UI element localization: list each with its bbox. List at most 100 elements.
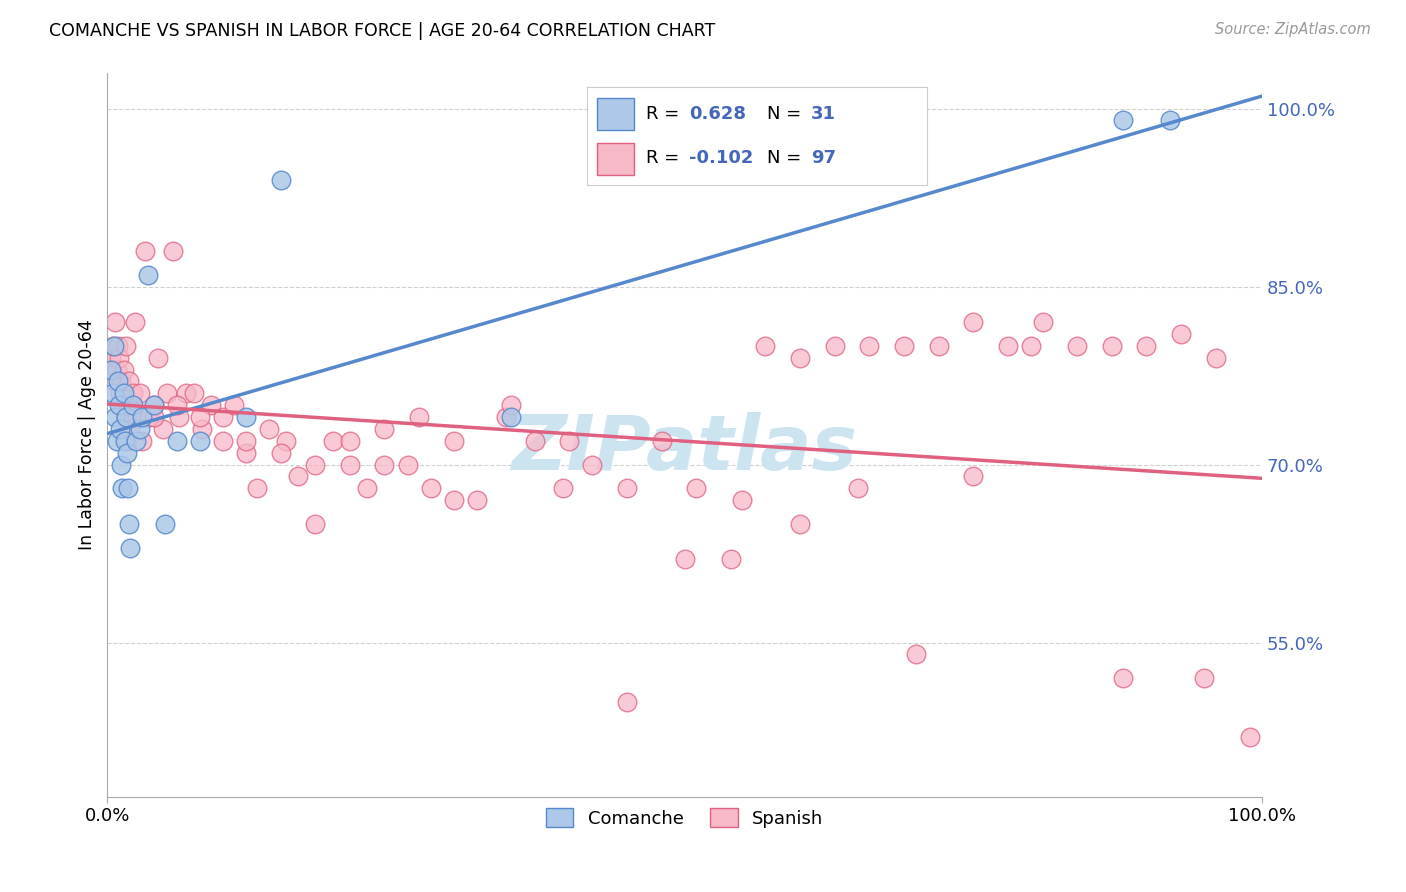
Point: [1112, 113, 1135, 128]
Point: [276, 434, 298, 448]
Point: [304, 516, 326, 531]
Point: [101, 362, 124, 376]
Point: [235, 445, 257, 459]
Point: [270, 445, 292, 459]
Point: [501, 398, 523, 412]
Point: [1192, 671, 1215, 685]
Point: [893, 339, 915, 353]
Point: [1031, 315, 1053, 329]
Point: [523, 434, 546, 448]
Point: [235, 410, 257, 425]
Point: [118, 516, 141, 531]
Point: [112, 362, 135, 376]
Point: [997, 339, 1019, 353]
Point: [115, 410, 138, 425]
Point: [117, 398, 139, 412]
Point: [321, 434, 343, 448]
Point: [188, 434, 211, 448]
Point: [339, 434, 361, 448]
Point: [616, 695, 638, 709]
Point: [152, 422, 174, 436]
Point: [465, 493, 488, 508]
Point: [101, 386, 124, 401]
Point: [128, 386, 150, 401]
Point: [246, 481, 269, 495]
Point: [1205, 351, 1227, 365]
Point: [108, 386, 131, 401]
Point: [121, 398, 143, 412]
Text: ZIPatlas: ZIPatlas: [512, 412, 858, 486]
Point: [304, 458, 326, 472]
Point: [108, 422, 131, 436]
Point: [356, 481, 378, 495]
Point: [904, 648, 927, 662]
Point: [103, 339, 125, 353]
Point: [134, 244, 156, 258]
Point: [110, 375, 132, 389]
Point: [408, 410, 430, 425]
Point: [174, 386, 197, 401]
Point: [115, 434, 138, 448]
Point: [156, 386, 179, 401]
Point: [104, 315, 127, 329]
Point: [1019, 339, 1042, 353]
Point: [105, 434, 128, 448]
Point: [110, 458, 132, 472]
Point: [501, 410, 523, 425]
Point: [581, 458, 603, 472]
Point: [125, 434, 148, 448]
Point: [257, 422, 280, 436]
Point: [117, 481, 139, 495]
Text: Source: ZipAtlas.com: Source: ZipAtlas.com: [1215, 22, 1371, 37]
Point: [1101, 339, 1123, 353]
Point: [148, 351, 170, 365]
Point: [167, 410, 190, 425]
Point: [100, 351, 122, 365]
Point: [127, 410, 149, 425]
Point: [373, 458, 395, 472]
Point: [824, 339, 846, 353]
Point: [114, 410, 136, 425]
Point: [111, 398, 134, 412]
Point: [419, 481, 441, 495]
Point: [553, 481, 575, 495]
Point: [789, 351, 811, 365]
Point: [120, 422, 142, 436]
Point: [396, 458, 419, 472]
Text: COMANCHE VS SPANISH IN LABOR FORCE | AGE 20-64 CORRELATION CHART: COMANCHE VS SPANISH IN LABOR FORCE | AGE…: [49, 22, 716, 40]
Y-axis label: In Labor Force | Age 20-64: In Labor Force | Age 20-64: [79, 319, 96, 550]
Point: [673, 552, 696, 566]
Point: [287, 469, 309, 483]
Point: [120, 541, 142, 555]
Point: [928, 339, 950, 353]
Point: [1239, 731, 1261, 745]
Point: [211, 434, 233, 448]
Point: [1112, 671, 1135, 685]
Point: [443, 434, 465, 448]
Point: [858, 339, 880, 353]
Point: [101, 339, 124, 353]
Point: [162, 244, 184, 258]
Point: [731, 493, 754, 508]
Point: [166, 398, 188, 412]
Point: [124, 315, 146, 329]
Point: [651, 434, 673, 448]
Point: [131, 434, 153, 448]
Point: [1170, 326, 1192, 341]
Point: [114, 434, 136, 448]
Point: [111, 481, 134, 495]
Point: [373, 422, 395, 436]
Point: [153, 516, 176, 531]
Point: [962, 469, 984, 483]
Point: [211, 410, 233, 425]
Point: [107, 375, 129, 389]
Point: [1135, 339, 1157, 353]
Point: [339, 458, 361, 472]
Point: [188, 410, 211, 425]
Point: [495, 410, 517, 425]
Point: [112, 386, 135, 401]
Point: [1066, 339, 1088, 353]
Point: [103, 375, 125, 389]
Point: [142, 410, 165, 425]
Point: [754, 339, 776, 353]
